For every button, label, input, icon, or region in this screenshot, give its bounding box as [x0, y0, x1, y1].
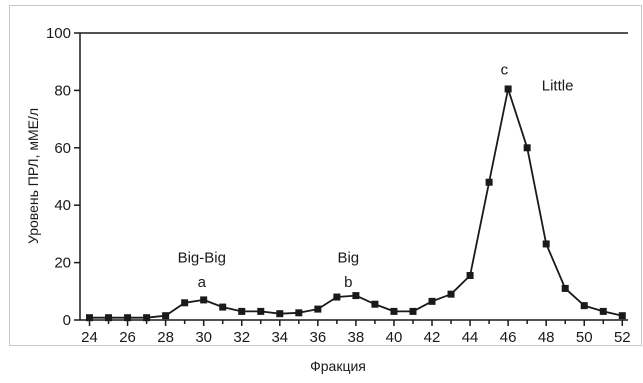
series-group: [86, 85, 626, 322]
y-axis-label: Уровень ПРЛ, мМЕ/л: [25, 108, 41, 244]
chart-frame: [9, 5, 642, 346]
data-point: [105, 314, 113, 322]
x-axis-ticks: 24 26 28 30 32 34 36 38 40 42 44 46 48 50 52: [81, 320, 631, 346]
data-point: [86, 314, 94, 322]
data-point: [352, 292, 360, 300]
annotations: Big-Big a Big b c Little: [178, 62, 574, 291]
data-point: [295, 309, 303, 317]
data-point: [599, 307, 607, 315]
x-tick-label: 52: [614, 329, 631, 346]
peak-annotation: Little: [542, 77, 574, 94]
data-point: [580, 302, 588, 310]
x-tick-label: 28: [157, 329, 174, 346]
data-point: [447, 290, 455, 298]
y-tick-label: 0: [63, 312, 71, 329]
x-tick-label: 38: [348, 329, 365, 346]
data-point: [371, 300, 379, 308]
x-tick-label: 44: [462, 329, 479, 346]
y-tick-label: 60: [54, 140, 71, 157]
data-point: [523, 144, 531, 152]
y-axis-ticks: 0 20 40 60 80 100: [46, 25, 80, 329]
data-point: [504, 85, 512, 93]
x-tick-label: 32: [233, 329, 250, 346]
data-point: [561, 284, 569, 292]
data-point: [200, 296, 208, 304]
x-tick-label: 26: [119, 329, 136, 346]
series-line: [89, 88, 623, 319]
data-point: [428, 297, 436, 305]
data-point: [181, 299, 189, 307]
y-tick-label: 40: [54, 197, 71, 214]
data-point: [162, 312, 170, 320]
y-tick-label: 80: [54, 82, 71, 99]
data-point: [276, 310, 284, 318]
data-point: [542, 240, 550, 248]
data-point: [618, 312, 626, 320]
data-point: [257, 307, 265, 315]
x-tick-label: 42: [424, 329, 441, 346]
data-point: [333, 293, 341, 301]
data-point: [466, 272, 474, 280]
data-point: [485, 178, 493, 186]
x-tick-label: 36: [310, 329, 327, 346]
x-tick-label: 50: [576, 329, 593, 346]
y-tick-label: 100: [46, 25, 71, 42]
x-axis-label: Фракция: [310, 358, 366, 374]
x-tick-label: 30: [195, 329, 212, 346]
y-tick-label: 20: [54, 255, 71, 272]
data-point: [143, 314, 151, 322]
x-tick-label: 40: [386, 329, 403, 346]
peak-annotation: Big-Big: [178, 250, 226, 267]
peak-annotation: b: [344, 274, 352, 291]
data-point: [219, 303, 227, 311]
peak-annotation: c: [501, 62, 509, 79]
data-point: [409, 307, 417, 315]
data-point: [314, 305, 322, 313]
x-tick-label: 34: [271, 329, 288, 346]
x-tick-label: 48: [538, 329, 555, 346]
x-tick-label: 24: [81, 329, 98, 346]
peak-annotation: a: [198, 274, 207, 291]
data-point: [238, 307, 246, 315]
data-point: [390, 307, 398, 315]
data-point: [124, 314, 132, 322]
peak-annotation: Big: [337, 250, 359, 267]
x-tick-label: 46: [500, 329, 517, 346]
